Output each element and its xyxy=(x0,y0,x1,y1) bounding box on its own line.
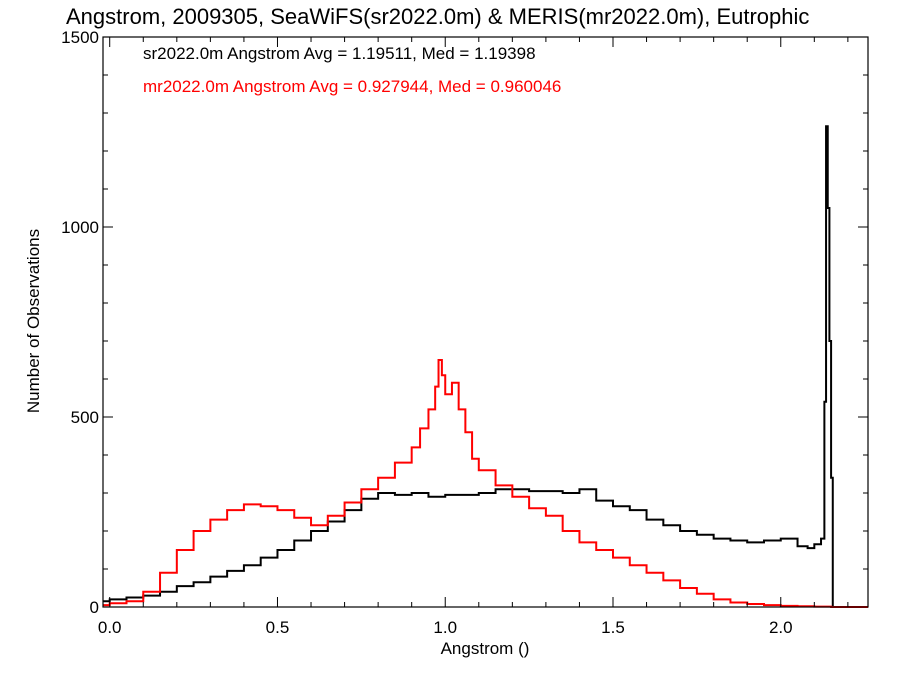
y-tick-label: 1500 xyxy=(61,28,99,47)
x-tick-label: 1.0 xyxy=(433,618,457,637)
y-tick-label: 0 xyxy=(90,598,99,617)
x-tick-label: 1.5 xyxy=(601,618,625,637)
x-tick-label: 0.0 xyxy=(98,618,122,637)
y-tick-label: 1000 xyxy=(61,218,99,237)
annotation-1: sr2022.0m Angstrom Avg = 1.19511, Med = … xyxy=(143,44,536,63)
series-layer xyxy=(103,125,868,608)
plot-frame xyxy=(102,36,869,608)
x-axis-label: Angstrom () xyxy=(441,639,530,658)
chart-title: Angstrom, 2009305, SeaWiFS(sr2022.0m) & … xyxy=(66,4,809,29)
y-axis-label: Number of Observations xyxy=(24,229,43,413)
ticks-layer: 0.0 0.5 1.0 1.5 2.0 0 500 1000 1500 xyxy=(61,28,868,637)
plot-area: 0.0 0.5 1.0 1.5 2.0 0 500 1000 1500 xyxy=(61,28,869,637)
y-tick-label: 500 xyxy=(71,408,99,427)
x-tick-label: 2.0 xyxy=(769,618,793,637)
series-line-1 xyxy=(103,125,868,608)
x-tick-label: 0.5 xyxy=(266,618,290,637)
annotation-2: mr2022.0m Angstrom Avg = 0.927944, Med =… xyxy=(143,77,561,96)
series-line-2 xyxy=(103,359,868,608)
